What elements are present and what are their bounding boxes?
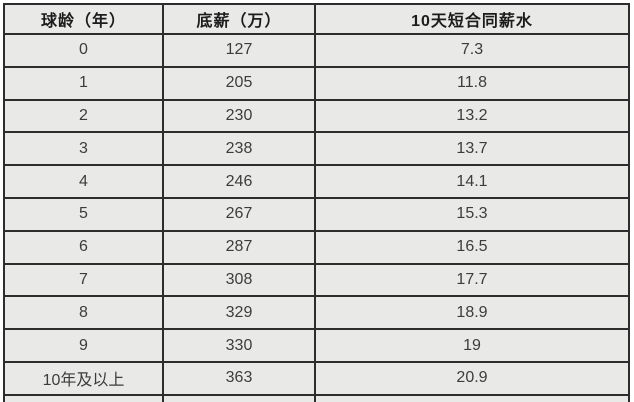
table-row: 2 230 13.2 <box>3 98 630 134</box>
table-cell: 19 <box>314 328 630 363</box>
table-row: 1 205 11.8 <box>3 65 630 101</box>
table-cell: 10年及以上 <box>3 360 164 396</box>
table-cell: 267 <box>162 196 316 232</box>
table-cell: 5 <box>3 196 164 232</box>
table-cell: 9 <box>3 328 164 363</box>
table-cell: 7.3 <box>314 33 630 68</box>
table-row: 3 238 13.7 <box>3 131 630 167</box>
table-cell: 230 <box>162 98 316 134</box>
table-cell <box>3 393 164 402</box>
table-row: 10年及以上 363 20.9 <box>3 360 630 396</box>
table-cell: 246 <box>162 164 316 199</box>
table-cell: 18.9 <box>314 295 630 331</box>
table-cell: 2 <box>3 98 164 134</box>
table-cell: 287 <box>162 229 316 265</box>
table-cell: 205 <box>162 65 316 101</box>
table-row-partial <box>3 393 630 402</box>
table-cell: 330 <box>162 328 316 363</box>
table-cell: 14.1 <box>314 164 630 199</box>
table-row: 7 308 17.7 <box>3 262 630 298</box>
table-cell: 8 <box>3 295 164 331</box>
table-cell: 329 <box>162 295 316 331</box>
table-cell: 308 <box>162 262 316 298</box>
table-header-row: 球龄（年） 底薪（万） 10天短合同薪水 <box>3 3 630 35</box>
table-cell: 127 <box>162 33 316 68</box>
table-row: 9 330 19 <box>3 328 630 363</box>
column-header-base-salary: 底薪（万） <box>162 3 316 35</box>
table-cell: 6 <box>3 229 164 265</box>
table-cell: 1 <box>3 65 164 101</box>
table-cell: 17.7 <box>314 262 630 298</box>
table-row: 8 329 18.9 <box>3 295 630 331</box>
table-cell: 11.8 <box>314 65 630 101</box>
table-cell: 3 <box>3 131 164 167</box>
table-row: 5 267 15.3 <box>3 196 630 232</box>
column-header-years: 球龄（年） <box>3 3 164 35</box>
table-cell <box>314 393 630 402</box>
table-cell: 4 <box>3 164 164 199</box>
table-cell: 7 <box>3 262 164 298</box>
table-cell: 363 <box>162 360 316 396</box>
table-cell: 238 <box>162 131 316 167</box>
salary-table: 球龄（年） 底薪（万） 10天短合同薪水 0 127 7.3 1 205 11.8 2 230… <box>3 3 630 402</box>
table-cell <box>162 393 316 402</box>
table-row: 4 246 14.1 <box>3 164 630 199</box>
table-cell: 13.7 <box>314 131 630 167</box>
table-cell: 15.3 <box>314 196 630 232</box>
table-footer <box>3 393 630 402</box>
table-cell: 20.9 <box>314 360 630 396</box>
table-cell: 16.5 <box>314 229 630 265</box>
table-row: 6 287 16.5 <box>3 229 630 265</box>
table-header: 球龄（年） 底薪（万） 10天短合同薪水 <box>3 3 630 35</box>
table-cell: 13.2 <box>314 98 630 134</box>
table-row: 0 127 7.3 <box>3 33 630 68</box>
column-header-short-contract-salary: 10天短合同薪水 <box>314 3 630 35</box>
table-body: 0 127 7.3 1 205 11.8 2 230 13.2 3 238 13.7 4 246 14.1 5… <box>3 33 630 396</box>
table-cell: 0 <box>3 33 164 68</box>
